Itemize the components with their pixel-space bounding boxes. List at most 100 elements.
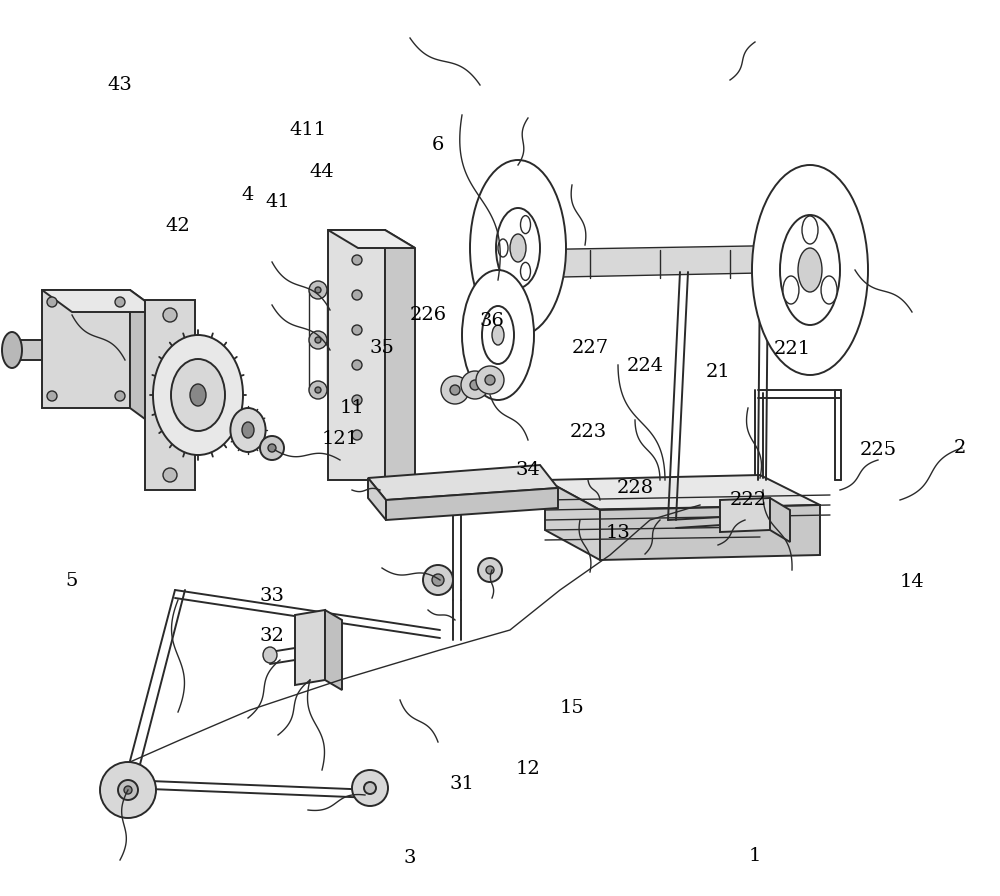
- Ellipse shape: [263, 647, 277, 663]
- Ellipse shape: [780, 215, 840, 325]
- Ellipse shape: [242, 422, 254, 438]
- Text: 225: 225: [859, 441, 897, 459]
- Ellipse shape: [352, 290, 362, 300]
- Ellipse shape: [478, 558, 502, 582]
- Ellipse shape: [450, 385, 460, 395]
- Polygon shape: [600, 505, 820, 560]
- Polygon shape: [386, 488, 558, 520]
- Polygon shape: [12, 340, 42, 360]
- Ellipse shape: [423, 565, 453, 595]
- Polygon shape: [512, 245, 810, 278]
- Ellipse shape: [482, 306, 514, 364]
- Text: 222: 222: [729, 491, 767, 509]
- Text: 13: 13: [606, 524, 630, 542]
- Polygon shape: [368, 478, 386, 520]
- Text: 121: 121: [321, 430, 359, 448]
- Ellipse shape: [2, 332, 22, 368]
- Text: 34: 34: [516, 461, 540, 479]
- Text: 33: 33: [260, 587, 285, 605]
- Polygon shape: [145, 300, 195, 490]
- Polygon shape: [328, 230, 385, 480]
- Ellipse shape: [47, 297, 57, 307]
- Ellipse shape: [230, 408, 266, 452]
- Text: 228: 228: [616, 479, 654, 497]
- Polygon shape: [720, 498, 770, 532]
- Ellipse shape: [165, 390, 175, 400]
- Ellipse shape: [470, 380, 480, 390]
- Polygon shape: [770, 498, 790, 542]
- Text: 21: 21: [706, 363, 730, 381]
- Polygon shape: [42, 290, 130, 408]
- Ellipse shape: [520, 263, 530, 280]
- Text: 32: 32: [260, 627, 284, 645]
- Ellipse shape: [498, 239, 508, 257]
- Polygon shape: [545, 480, 600, 560]
- Text: 221: 221: [773, 340, 811, 358]
- Text: 31: 31: [450, 775, 474, 793]
- Text: 2: 2: [954, 439, 966, 457]
- Ellipse shape: [260, 436, 284, 460]
- Text: 36: 36: [480, 312, 504, 330]
- Text: 226: 226: [409, 306, 447, 324]
- Ellipse shape: [163, 308, 177, 322]
- Ellipse shape: [352, 255, 362, 265]
- Ellipse shape: [798, 248, 822, 292]
- Ellipse shape: [492, 325, 504, 345]
- Text: 43: 43: [108, 76, 132, 94]
- Ellipse shape: [309, 331, 327, 349]
- Ellipse shape: [461, 371, 489, 399]
- Ellipse shape: [100, 762, 156, 818]
- Ellipse shape: [352, 360, 362, 370]
- Text: 15: 15: [560, 699, 584, 717]
- Ellipse shape: [510, 234, 526, 262]
- Polygon shape: [325, 610, 342, 690]
- Ellipse shape: [352, 770, 388, 806]
- Ellipse shape: [485, 375, 495, 385]
- Text: 224: 224: [626, 357, 664, 375]
- Text: 35: 35: [370, 339, 394, 357]
- Ellipse shape: [268, 444, 276, 452]
- Ellipse shape: [752, 165, 868, 375]
- Text: 42: 42: [166, 217, 190, 235]
- Ellipse shape: [163, 468, 177, 482]
- Text: 411: 411: [289, 121, 327, 139]
- Ellipse shape: [309, 381, 327, 399]
- Ellipse shape: [462, 270, 534, 400]
- Ellipse shape: [476, 366, 504, 394]
- Ellipse shape: [124, 786, 132, 794]
- Ellipse shape: [315, 337, 321, 343]
- Ellipse shape: [153, 335, 243, 455]
- Text: 3: 3: [404, 849, 416, 867]
- Ellipse shape: [118, 780, 138, 800]
- Text: 227: 227: [571, 339, 609, 357]
- Text: 223: 223: [569, 423, 607, 441]
- Polygon shape: [368, 465, 558, 500]
- Text: 11: 11: [340, 399, 364, 417]
- Text: 4: 4: [242, 186, 254, 204]
- Ellipse shape: [115, 297, 125, 307]
- Ellipse shape: [352, 430, 362, 440]
- Ellipse shape: [115, 391, 125, 401]
- Ellipse shape: [783, 276, 799, 304]
- Ellipse shape: [802, 216, 818, 244]
- Ellipse shape: [496, 208, 540, 288]
- Text: 5: 5: [66, 572, 78, 590]
- Polygon shape: [328, 230, 415, 248]
- Text: 12: 12: [516, 760, 540, 778]
- Ellipse shape: [432, 574, 444, 586]
- Ellipse shape: [470, 160, 566, 336]
- Ellipse shape: [352, 395, 362, 405]
- Ellipse shape: [315, 287, 321, 293]
- Ellipse shape: [821, 276, 837, 304]
- Ellipse shape: [486, 566, 494, 574]
- Ellipse shape: [520, 216, 530, 234]
- Text: 6: 6: [432, 136, 444, 154]
- Ellipse shape: [47, 391, 57, 401]
- Text: 1: 1: [749, 847, 761, 865]
- Ellipse shape: [441, 376, 469, 404]
- Polygon shape: [42, 290, 160, 312]
- Text: 41: 41: [266, 193, 290, 211]
- Polygon shape: [385, 230, 415, 498]
- Text: 14: 14: [900, 573, 924, 591]
- Polygon shape: [295, 610, 325, 685]
